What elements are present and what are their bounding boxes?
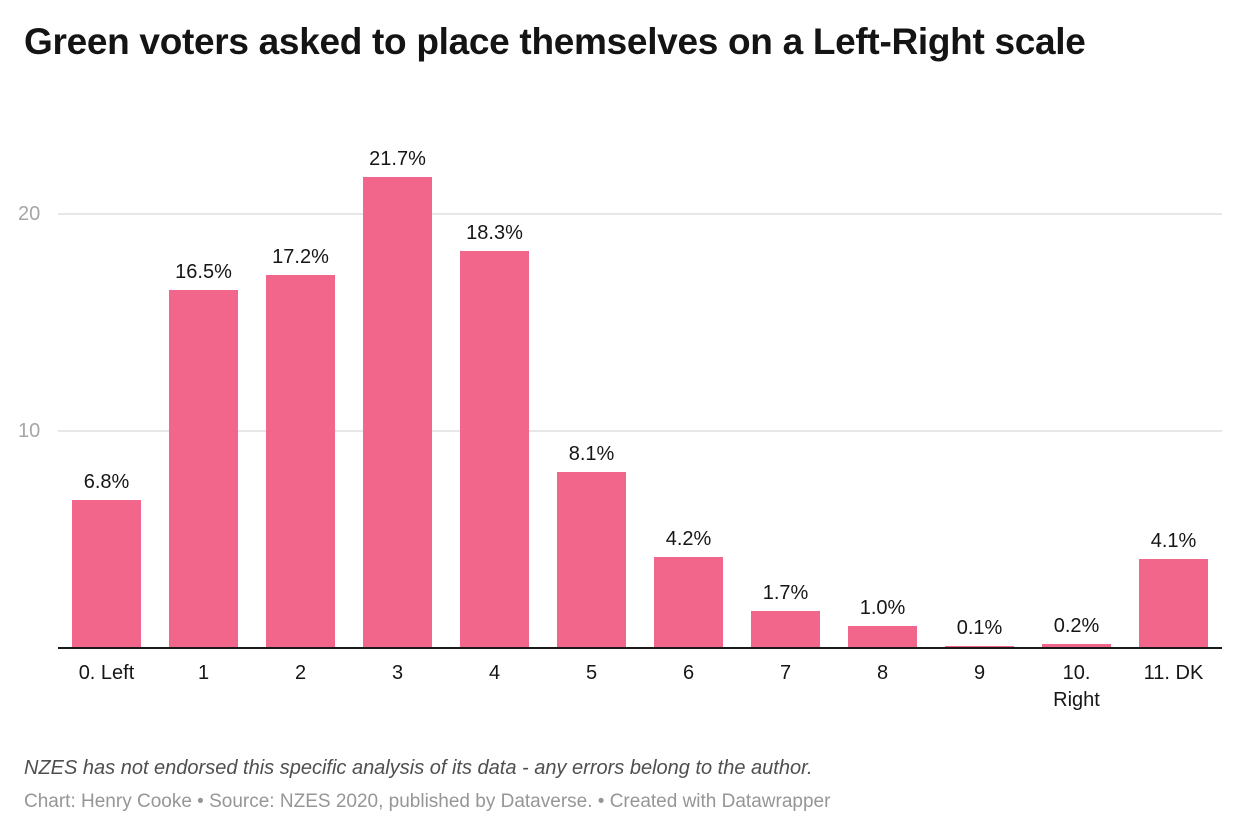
x-axis-label-7: 7 (779, 662, 792, 684)
bar[interactable] (557, 472, 626, 648)
x-axis-labels: 0. Left 1 2 3 4 5 6 7 8 9 10. Right 11. DK (58, 660, 1222, 714)
bar-columns: 6.8% 16.5% 17.2% 21.7% 18.3% 8.1% 4.2% 1.7% 1.0%… (58, 148, 1222, 648)
bar-column-4: 18.3% (446, 148, 543, 648)
bar-column-0: 6.8% (58, 148, 155, 648)
bar-column-9: 0.1% (931, 148, 1028, 648)
bar[interactable] (169, 289, 238, 648)
value-label: 6.8% (83, 471, 130, 494)
y-tick-label-10: 10 (18, 420, 41, 442)
bar[interactable] (72, 500, 141, 648)
value-label: 4.2% (665, 527, 712, 550)
bar-column-11: 4.1% (1125, 148, 1222, 648)
footer-credit: Chart: Henry Cooke • Source: NZES 2020, … (24, 791, 831, 812)
x-axis-label-9: 9 (973, 662, 986, 684)
footer-note: NZES has not endorsed this specific anal… (24, 757, 813, 779)
bar-column-3: 21.7% (349, 148, 446, 648)
bar-column-2: 17.2% (252, 148, 349, 648)
value-label: 1.7% (762, 582, 809, 605)
x-axis-baseline (58, 647, 1222, 649)
x-axis-label-0: 0. Left (78, 662, 135, 684)
bar[interactable] (1042, 643, 1111, 648)
bar[interactable] (751, 611, 820, 648)
gridline-20 (58, 213, 1222, 215)
chart-title: Green voters asked to place themselves o… (24, 21, 1086, 62)
x-axis-label-4: 4 (488, 662, 501, 684)
value-label: 0.2% (1053, 614, 1100, 637)
bar[interactable] (848, 626, 917, 648)
value-label: 17.2% (272, 245, 329, 268)
value-label: 1.0% (859, 597, 906, 620)
value-label: 21.7% (369, 148, 426, 171)
bar[interactable] (266, 274, 335, 648)
bar-column-6: 4.2% (640, 148, 737, 648)
x-axis-label-11: 11. DK (1143, 662, 1204, 684)
value-label: 8.1% (568, 443, 615, 466)
value-label: 16.5% (175, 260, 232, 283)
x-axis-label-10: 10. Right (1053, 662, 1100, 711)
gridline-10 (58, 430, 1222, 432)
x-axis-label-2: 2 (294, 662, 307, 684)
bar-column-1: 16.5% (155, 148, 252, 648)
bar-column-5: 8.1% (543, 148, 640, 648)
y-tick-label-20: 20 (18, 203, 41, 225)
x-axis-label-3: 3 (391, 662, 404, 684)
bar-column-10: 0.2% (1028, 148, 1125, 648)
plot-area: 10 20 6.8% 16.5% 17.2% 21.7% 18.3% 8.1% 4.2% 1.7… (18, 148, 1222, 648)
bar[interactable] (460, 250, 529, 648)
value-label: 0.1% (956, 616, 1003, 639)
bar-column-8: 1.0% (834, 148, 931, 648)
x-axis-label-6: 6 (682, 662, 695, 684)
bar[interactable] (363, 177, 432, 648)
bar[interactable] (654, 556, 723, 648)
bar[interactable] (1139, 559, 1208, 648)
x-axis-label-5: 5 (585, 662, 598, 684)
value-label: 18.3% (466, 221, 523, 244)
x-axis-label-8: 8 (876, 662, 889, 684)
bar-column-7: 1.7% (737, 148, 834, 648)
bar[interactable] (945, 645, 1014, 648)
value-label: 4.1% (1150, 530, 1197, 553)
x-axis-label-1: 1 (197, 662, 210, 684)
